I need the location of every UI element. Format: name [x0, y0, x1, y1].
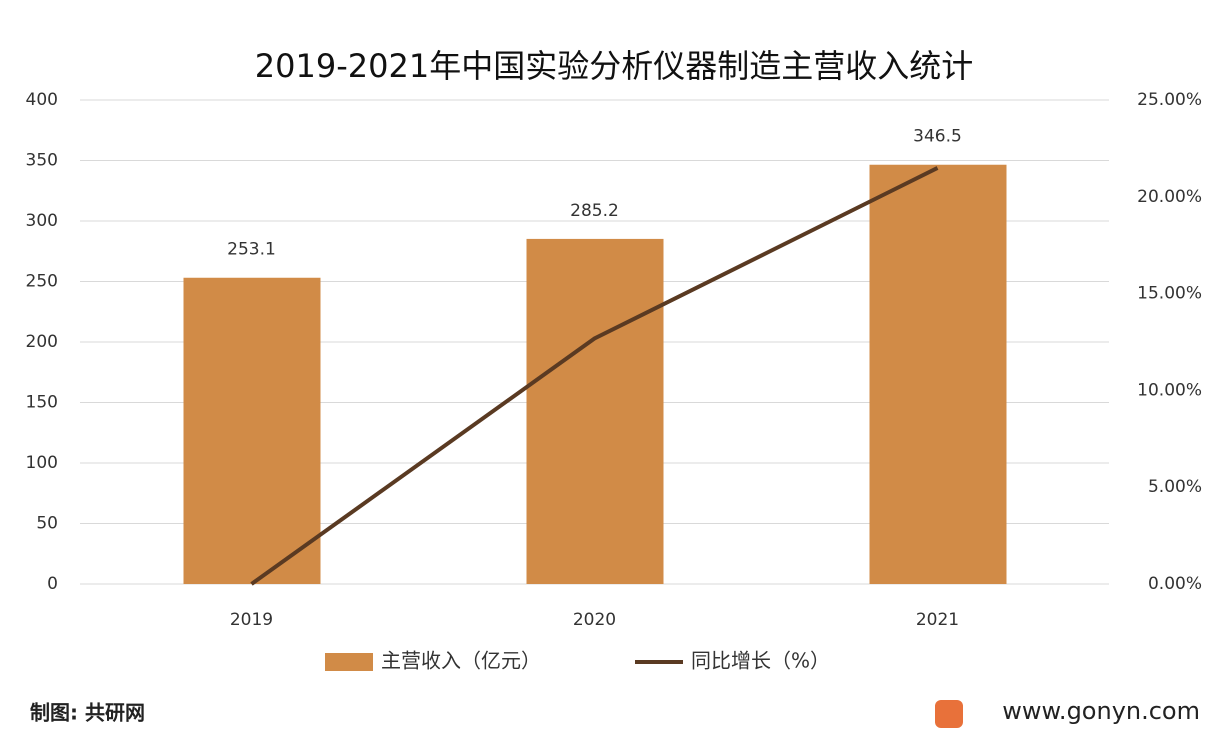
- y-tick-label: 200: [26, 332, 58, 352]
- value-label: 253.1: [227, 240, 276, 260]
- site: www.gonyn.com: [1002, 697, 1200, 725]
- y2-tick-label: 0.00%: [1148, 574, 1202, 594]
- legend-label: 主营收入（亿元）: [381, 649, 541, 673]
- source: 制图: 共研网: [30, 701, 145, 725]
- bar: [526, 238, 664, 584]
- y-tick-label: 350: [26, 151, 58, 171]
- bar: [869, 164, 1007, 585]
- legend-label: 同比增长（%）: [691, 649, 830, 673]
- logo: [935, 700, 963, 728]
- y-tick-label: 400: [26, 90, 58, 110]
- y-tick-label: 300: [26, 211, 58, 231]
- y-tick-label: 250: [26, 272, 58, 292]
- legend-swatch: [325, 653, 373, 671]
- value-label: 346.5: [913, 127, 962, 147]
- chart-title: 2019-2021年中国实验分析仪器制造主营收入统计: [255, 47, 973, 85]
- y-tick-label: 100: [26, 453, 58, 473]
- bar: [183, 277, 321, 584]
- x-tick-label: 2019: [230, 610, 273, 630]
- value-label: 285.2: [570, 201, 619, 221]
- y2-tick-label: 15.00%: [1137, 284, 1202, 304]
- y-tick-label: 50: [36, 514, 58, 534]
- line: [250, 166, 939, 586]
- y-tick-label: 0: [47, 574, 58, 594]
- y2-tick-label: 25.00%: [1137, 90, 1202, 110]
- y2-tick-label: 5.00%: [1148, 477, 1202, 497]
- y-tick-label: 150: [26, 393, 58, 413]
- y2-tick-label: 10.00%: [1137, 380, 1202, 400]
- x-tick-label: 2020: [573, 610, 616, 630]
- y2-tick-label: 20.00%: [1137, 187, 1202, 207]
- x-tick-label: 2021: [916, 610, 959, 630]
